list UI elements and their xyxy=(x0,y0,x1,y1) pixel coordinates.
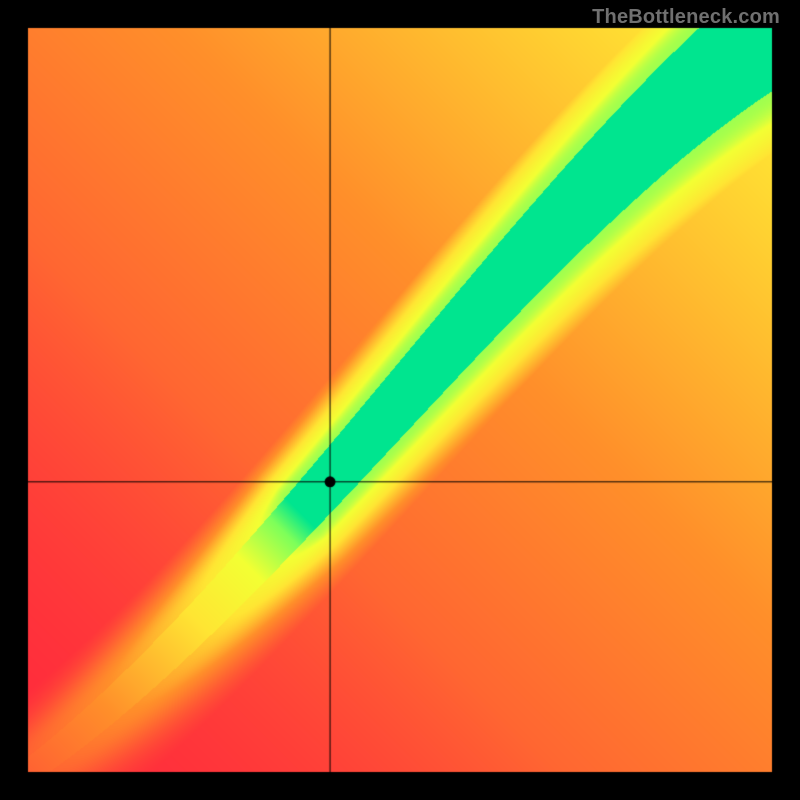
heatmap-canvas xyxy=(0,0,800,800)
chart-container: TheBottleneck.com xyxy=(0,0,800,800)
watermark-label: TheBottleneck.com xyxy=(592,6,780,29)
